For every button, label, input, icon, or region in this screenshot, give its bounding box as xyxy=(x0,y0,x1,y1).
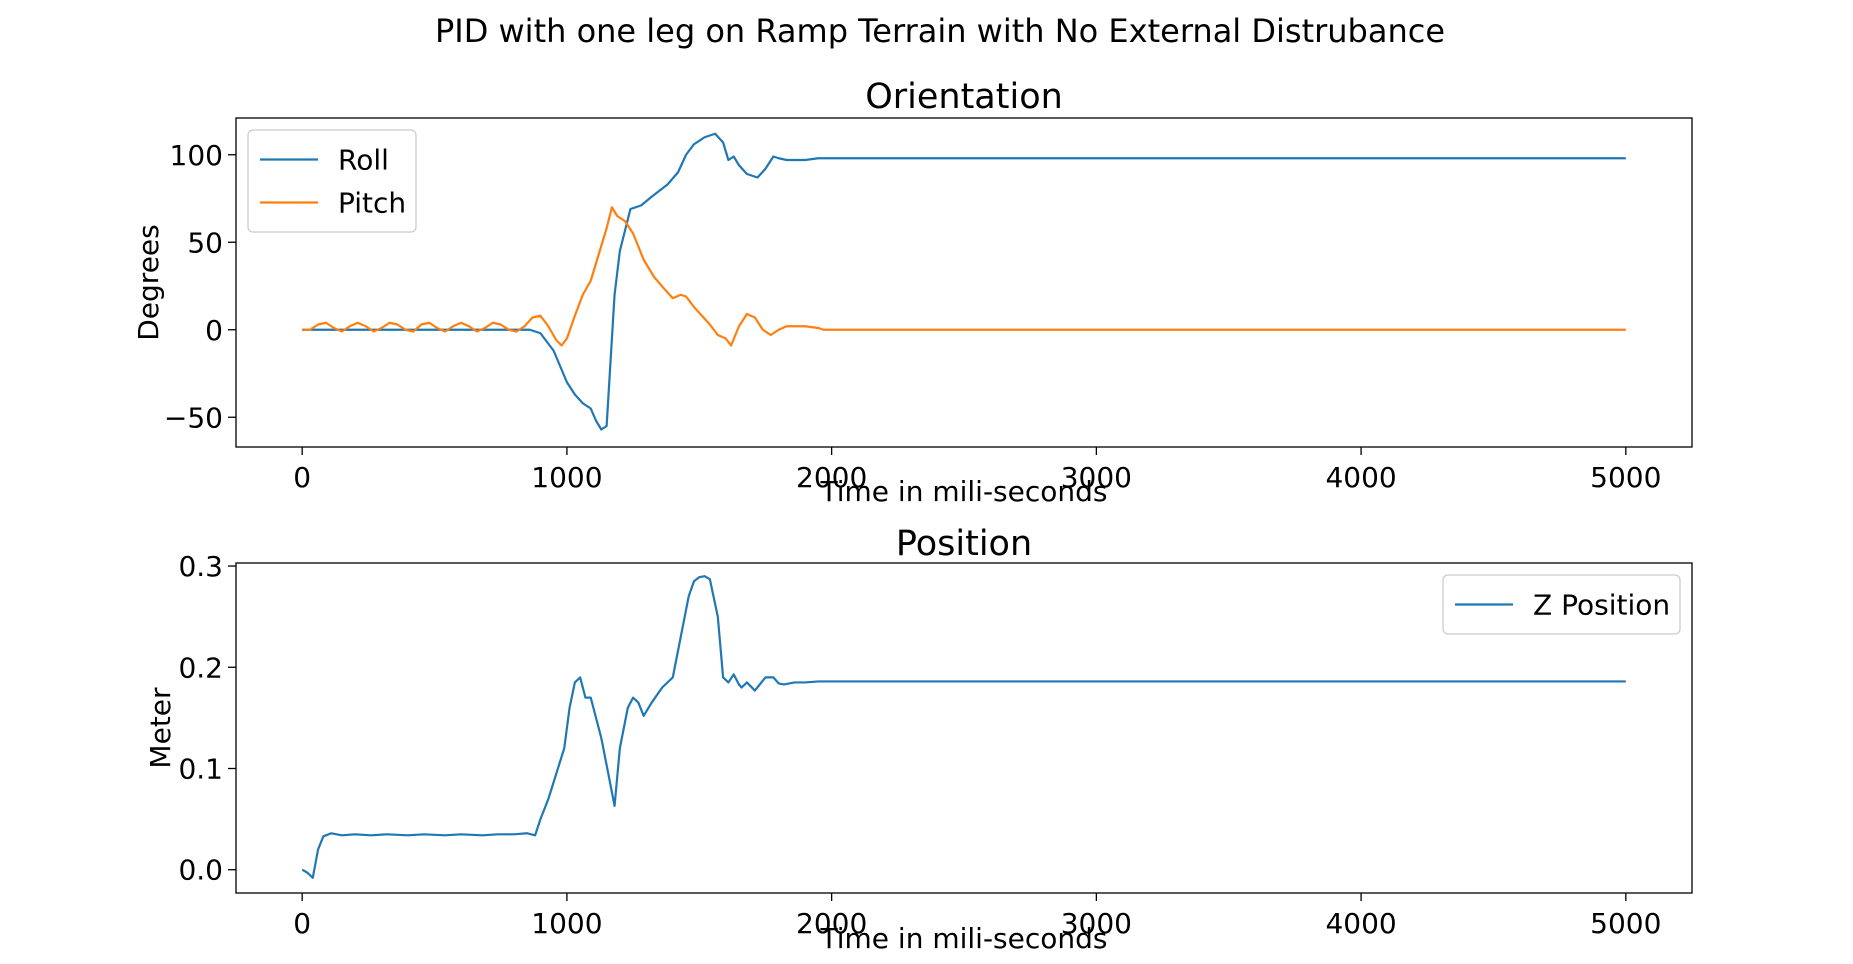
legend: Roll Pitch xyxy=(247,129,417,233)
legend-label-roll: Roll xyxy=(338,144,389,177)
subplot-title: Position xyxy=(896,524,1032,564)
legend-label-pitch: Pitch xyxy=(338,187,406,220)
legend: Z Position xyxy=(1442,574,1681,635)
x-tick-label: 3000 xyxy=(1061,461,1132,494)
legend-label-z-position: Z Position xyxy=(1533,589,1670,622)
plot-area xyxy=(235,117,1693,448)
figure-suptitle: PID with one leg on Ramp Terrain with No… xyxy=(435,12,1445,50)
x-tick-label: 1000 xyxy=(531,461,602,494)
x-axis-label: Time in mili-seconds xyxy=(819,475,1107,508)
series-line-pitch xyxy=(302,206,1626,347)
y-tick-label: 0.2 xyxy=(178,651,223,684)
legend-frame xyxy=(1442,574,1681,635)
y-tick-label: 100 xyxy=(170,139,223,172)
y-axis-label: Meter xyxy=(144,687,177,769)
position-subplot: Position 0 1000 2000 3000 4000 5000 0.0 0.1 0.2 0.… xyxy=(144,524,1693,955)
legend-frame xyxy=(247,129,417,233)
y-tick-label: 0.3 xyxy=(178,550,223,583)
x-tick-label: 4000 xyxy=(1325,907,1396,940)
x-tick-label: 2000 xyxy=(796,461,867,494)
y-tick-label: −50 xyxy=(164,401,223,434)
y-tick-label: 0.0 xyxy=(178,854,223,887)
x-tick-label: 0 xyxy=(293,907,311,940)
orientation-subplot: Orientation 0 1000 2000 3000 4000 5000 −50 0 50 10… xyxy=(132,77,1693,508)
x-tick-label: 0 xyxy=(293,461,311,494)
series-line-z-position xyxy=(301,575,1626,879)
subplot-title: Orientation xyxy=(865,77,1063,117)
y-tick-label: 50 xyxy=(187,226,223,259)
x-axis-label: Time in mili-seconds xyxy=(819,922,1107,955)
x-tick-label: 2000 xyxy=(796,907,867,940)
y-tick-label: 0 xyxy=(205,314,223,347)
x-tick-label: 3000 xyxy=(1061,907,1132,940)
x-tick-label: 5000 xyxy=(1590,907,1661,940)
y-tick-label: 0.1 xyxy=(178,752,223,785)
x-tick-label: 4000 xyxy=(1325,461,1396,494)
x-tick-label: 1000 xyxy=(531,907,602,940)
y-axis-label: Degrees xyxy=(132,224,165,341)
x-tick-label: 5000 xyxy=(1590,461,1661,494)
